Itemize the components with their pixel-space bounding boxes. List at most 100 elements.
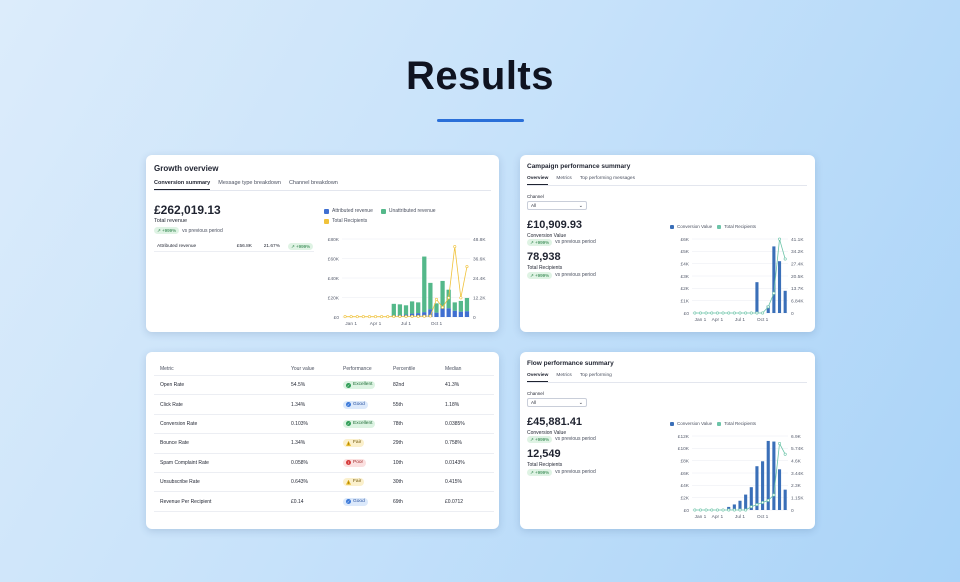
recipients-point [704, 311, 708, 315]
bar [766, 305, 770, 313]
y2-tick-label: 4.6K [791, 458, 802, 464]
bar [422, 256, 427, 313]
recipients-point [727, 508, 731, 512]
x-tick-label: Oct 1 [431, 321, 443, 327]
flow-tab-overview[interactable]: Overview [527, 373, 549, 382]
recipients-point [755, 503, 759, 507]
bar [772, 246, 776, 313]
campaign-conversion-change: ↗ +999% vs previous period [527, 239, 596, 246]
campaign-channel-dropdown[interactable]: All ⌄ [527, 201, 587, 210]
cell-median: 0.0143% [445, 459, 465, 466]
y2-tick-label: 6.84K [791, 298, 804, 304]
flow-channel-value: All [531, 400, 537, 405]
bar [772, 441, 776, 510]
cell-metric: Click Rate [160, 401, 183, 408]
legend-unattributed-label: Unattributed revenue [388, 208, 436, 214]
recipients-point [710, 508, 714, 512]
fair-status-icon: ! [346, 479, 351, 485]
y2-tick-label: 27.4K [791, 261, 804, 267]
cell-performance: ! Fair [343, 439, 393, 448]
tab-message-type-breakdown[interactable]: Message type breakdown [218, 180, 281, 186]
bar [422, 312, 427, 317]
legend-conversion-swatch [670, 224, 674, 229]
tab-top-performing-messages[interactable]: Top performing messages [579, 176, 636, 181]
cell-performance: ✓ Good [343, 400, 393, 409]
campaign-recipients-change: ↗ +999% vs previous period [527, 272, 596, 279]
tab-overview[interactable]: Overview [527, 176, 549, 185]
flow-recipients-value: 12,549 [527, 448, 561, 460]
y-tick-label: £40K [328, 276, 340, 282]
cell-your-value: £0.14 [291, 498, 304, 505]
y-tick-label: £2K [680, 495, 689, 501]
flow-legend-recipients-swatch [717, 421, 722, 426]
tab-channel-breakdown[interactable]: Channel breakdown [288, 180, 338, 186]
y2-tick-label: 6.9K [791, 434, 802, 440]
flow-legend-conversion-value[interactable]: Conversion Value [670, 421, 712, 426]
performance-badge: ✓ Excellent [343, 419, 376, 428]
cell-your-value: 54.5% [291, 382, 306, 389]
recipients-point [349, 315, 353, 319]
recipients-point [783, 452, 787, 456]
performance-label: Fair [353, 440, 362, 446]
recipients-point [715, 508, 719, 512]
bar [783, 489, 787, 510]
recipients-point [744, 311, 748, 315]
x-tick-label: Jul 1 [735, 514, 745, 520]
campaign-conversion-value: £10,909.93 [527, 219, 583, 231]
legend-unattributed[interactable]: Unattributed revenue [380, 208, 436, 214]
legend-recipients[interactable]: Total Recipients [324, 218, 494, 224]
bar [428, 282, 433, 310]
recipients-point [386, 315, 390, 319]
tab-metrics[interactable]: Metrics [556, 176, 572, 181]
legend-conversion-value[interactable]: Conversion Value [670, 224, 712, 229]
recipients-point [749, 311, 753, 315]
cell-performance: ! Poor [343, 458, 393, 467]
y-tick-label: £12K [678, 434, 690, 440]
recipients-point [410, 314, 414, 318]
header-your-value: Your value [291, 365, 315, 372]
recipients-point [428, 314, 432, 318]
flow-legend-total-recipients[interactable]: Total Recipients [717, 421, 756, 426]
performance-badge: ✓ Good [343, 400, 368, 409]
y2-tick-label: 34.2K [791, 249, 804, 255]
flow-tab-top-performing[interactable]: Top performing [579, 373, 612, 378]
flow-channel-dropdown[interactable]: All ⌄ [527, 398, 587, 407]
campaign-legend: Conversion Value Total Recipients [670, 224, 756, 229]
recipients-point [398, 315, 402, 319]
y2-tick-label: 24.4K [473, 276, 486, 282]
growth-overview-card: Growth overview Conversion summary Messa… [146, 155, 499, 332]
legend-total-recipients[interactable]: Total Recipients [717, 224, 756, 229]
flow-tab-metrics[interactable]: Metrics [556, 373, 572, 378]
recipients-point [453, 245, 457, 249]
chevron-down-icon: ⌄ [578, 202, 583, 209]
recipients-point [343, 315, 347, 319]
cell-percentile: 78th [393, 420, 403, 427]
y-tick-label: £20K [328, 295, 340, 301]
good-status-icon: ✓ [346, 402, 351, 408]
x-tick-label: Jul 1 [735, 317, 745, 323]
bar [434, 303, 439, 313]
y-tick-label: £10K [678, 446, 690, 452]
recipients-point [766, 305, 770, 309]
legend-recipients-label: Total Recipients [724, 224, 756, 229]
attributed-row-chip: ↗ +999% [288, 242, 314, 250]
cell-median: £0.0712 [445, 498, 464, 505]
page-title: Results [406, 54, 554, 98]
flow-chip-2: ↗ +999% [527, 469, 553, 476]
cell-your-value: 1.34% [291, 440, 306, 447]
recipients-point [465, 265, 469, 269]
bar [761, 461, 765, 510]
revenue-change-chip: ↗ +999% [154, 227, 180, 234]
bar [783, 290, 787, 313]
cell-median: 0.0385% [445, 420, 465, 427]
metrics-table-card: Metric Your value Performance Percentile… [146, 352, 499, 529]
performance-badge: ! Fair [343, 478, 365, 487]
legend-attributed[interactable]: Attributed revenue [324, 208, 373, 214]
recipients-point [738, 508, 742, 512]
recipients-point [749, 505, 753, 509]
recipients-point [434, 297, 438, 301]
flow-card-title: Flow performance summary [527, 360, 614, 367]
campaign-vs-text-1: vs previous period [555, 239, 596, 245]
bar [452, 310, 457, 317]
tab-conversion-summary[interactable]: Conversion summary [154, 180, 211, 190]
